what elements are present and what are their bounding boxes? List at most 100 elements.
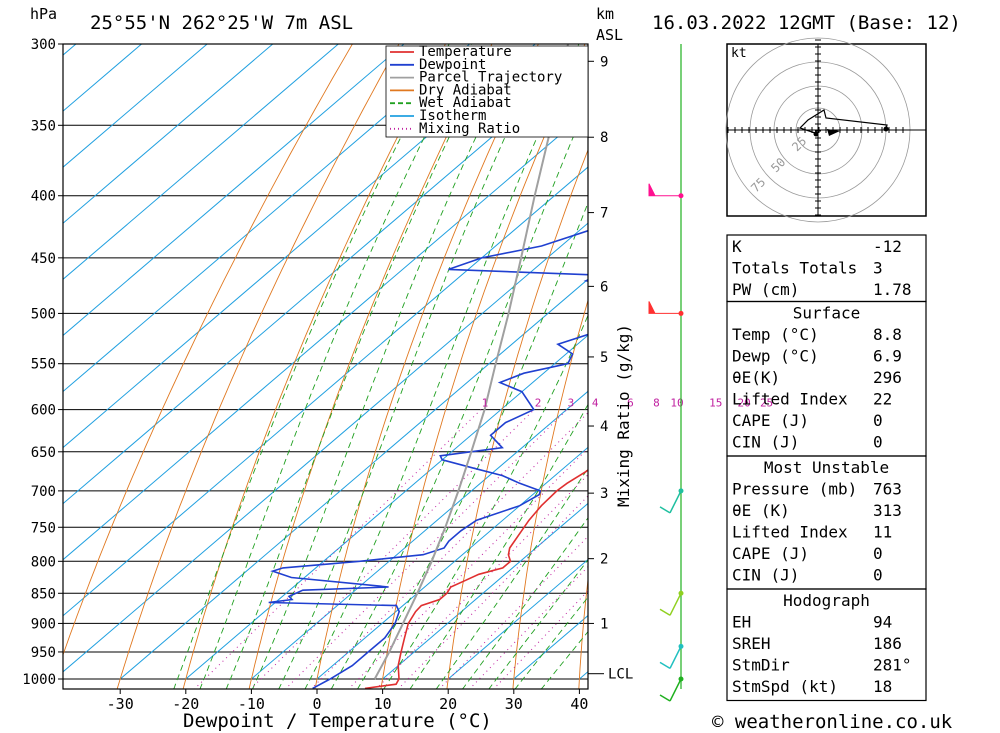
isotherm-line bbox=[63, 44, 208, 168]
height-unit-sub-label: ASL bbox=[596, 26, 623, 44]
wind-barb bbox=[659, 490, 682, 514]
wind-barb bbox=[659, 678, 682, 702]
general-index-value: 1.78 bbox=[873, 280, 912, 299]
hodograph-index-row-label: StmSpd (kt) bbox=[732, 677, 838, 696]
general-index-label: PW (cm) bbox=[732, 280, 799, 299]
most-unstable-row-value: 0 bbox=[873, 544, 883, 563]
wind-barb-staff bbox=[669, 678, 682, 702]
legend-item-label: Parcel Trajectory bbox=[419, 70, 562, 86]
grid-layer bbox=[63, 26, 1000, 689]
isotherm-line bbox=[63, 44, 339, 280]
surface-row-value: 22 bbox=[873, 390, 892, 409]
dry-adiabat-line bbox=[380, 44, 586, 689]
parcel-trajectory-line bbox=[373, 44, 569, 680]
plot-frame bbox=[62, 43, 589, 690]
height-tick-label: 8 bbox=[600, 130, 608, 146]
x-tick-label: 20 bbox=[439, 695, 457, 713]
dry-adiabat-line bbox=[578, 575, 588, 689]
pressure-tick-label: 450 bbox=[31, 251, 56, 267]
surface-row-value: 6.9 bbox=[873, 347, 902, 366]
height-tick-label: 1 bbox=[600, 616, 608, 632]
legend-item-label: Dry Adiabat bbox=[419, 82, 512, 98]
pressure-tick-label: 650 bbox=[31, 445, 56, 461]
indices-box bbox=[726, 588, 927, 702]
legend-item-label: Temperature bbox=[419, 44, 512, 60]
general-index-value: -12 bbox=[873, 237, 902, 256]
mixing-ratio-line bbox=[438, 535, 588, 689]
surface-row-label: CAPE (J) bbox=[732, 411, 809, 430]
surface-row-label: Lifted Index bbox=[732, 390, 848, 409]
isotherm-line bbox=[251, 390, 588, 680]
height-tick-label: 2 bbox=[600, 552, 608, 568]
dry-adiabat-line bbox=[955, 26, 1000, 689]
mixing-ratio-line bbox=[397, 495, 588, 689]
isotherm-line bbox=[63, 166, 588, 617]
most-unstable-row-value: 11 bbox=[873, 523, 892, 542]
hodograph-index-row-label: EH bbox=[732, 613, 751, 632]
wind-barb bbox=[648, 301, 681, 314]
isotherm-line bbox=[382, 502, 588, 680]
legend-item-label: Isotherm bbox=[419, 108, 486, 124]
legend-item-label: Wet Adiabat bbox=[419, 95, 512, 111]
hodograph-index-title: Hodograph bbox=[783, 591, 870, 610]
most-unstable-row-label: CIN (J) bbox=[732, 566, 799, 585]
height-tick-label: 7 bbox=[600, 206, 608, 222]
wind-barb-staff bbox=[669, 592, 682, 616]
wet-adiabat-line bbox=[435, 467, 588, 689]
wind-barb-flag bbox=[659, 694, 671, 702]
general-index-value: 3 bbox=[873, 259, 883, 278]
skewt-plot: 3003504004505005506006507007508008509009… bbox=[22, 26, 1000, 713]
legend-item-label: Mixing Ratio bbox=[419, 121, 520, 137]
pressure-tick-label: 900 bbox=[31, 616, 56, 632]
most-unstable-row-label: CAPE (J) bbox=[732, 544, 809, 563]
mixing-ratio-label: 2 bbox=[535, 397, 542, 410]
x-tick-label: -30 bbox=[107, 695, 134, 713]
series-layer bbox=[268, 44, 588, 689]
isotherm-line bbox=[63, 44, 536, 449]
wet-adiabat-line bbox=[304, 44, 580, 689]
wind-barb bbox=[659, 592, 682, 616]
x-tick-label: 0 bbox=[312, 695, 321, 713]
x-tick-label: 10 bbox=[374, 695, 392, 713]
x-tick-label: -10 bbox=[238, 695, 265, 713]
surface-title: Surface bbox=[793, 304, 860, 323]
wet-adiabat-line bbox=[409, 403, 588, 689]
datetime-title: 16.03.2022 12GMT (Base: 12) bbox=[652, 12, 961, 34]
mixing-ratio-label: 20 bbox=[737, 397, 750, 410]
pressure-tick-label: 750 bbox=[31, 520, 56, 536]
height-tick-label: 6 bbox=[600, 279, 608, 295]
dry-adiabat-line bbox=[314, 44, 539, 689]
wet-adiabat-line bbox=[199, 44, 472, 689]
indices-table: K -12 Totals Totals 3 PW (cm) 1.78 Surface Temp… bbox=[726, 234, 927, 702]
hodograph-index-row-value: 94 bbox=[873, 613, 892, 632]
legend-item-label: Dewpoint bbox=[419, 57, 486, 73]
wet-adiabat-line bbox=[251, 44, 521, 689]
pressure-tick-label: 550 bbox=[31, 357, 56, 373]
height-tick-label: 5 bbox=[600, 350, 608, 366]
isotherm-line bbox=[63, 54, 588, 505]
isotherm-line bbox=[63, 44, 470, 393]
mixing-ratio-label: 1 bbox=[482, 397, 489, 410]
x-tick-label: -20 bbox=[172, 695, 199, 713]
hodograph-index-row-value: 186 bbox=[873, 634, 902, 653]
isotherm-line bbox=[316, 446, 588, 680]
wind-barb-flag bbox=[659, 661, 671, 670]
pressure-tick-label: 850 bbox=[31, 586, 56, 602]
mixing-ratio-line bbox=[193, 409, 482, 689]
wet-adiabat-line bbox=[514, 596, 588, 689]
wind-barb-flag bbox=[659, 506, 671, 514]
isotherm-line bbox=[63, 44, 405, 337]
wind-barb-pennant bbox=[648, 301, 681, 314]
dry-adiabat-line bbox=[512, 298, 588, 689]
pressure-unit-label: hPa bbox=[30, 5, 57, 23]
surface-row-value: 0 bbox=[873, 433, 883, 452]
hodograph-unit-label: kt bbox=[731, 46, 747, 61]
wet-adiabat-line bbox=[383, 314, 588, 689]
pressure-tick-label: 700 bbox=[31, 484, 56, 500]
most-unstable-row-value: 313 bbox=[873, 501, 902, 520]
mixing-ratio-label: 25 bbox=[760, 397, 773, 410]
isotherm-line bbox=[447, 558, 588, 680]
mixing-ratio-label: 10 bbox=[670, 397, 683, 410]
